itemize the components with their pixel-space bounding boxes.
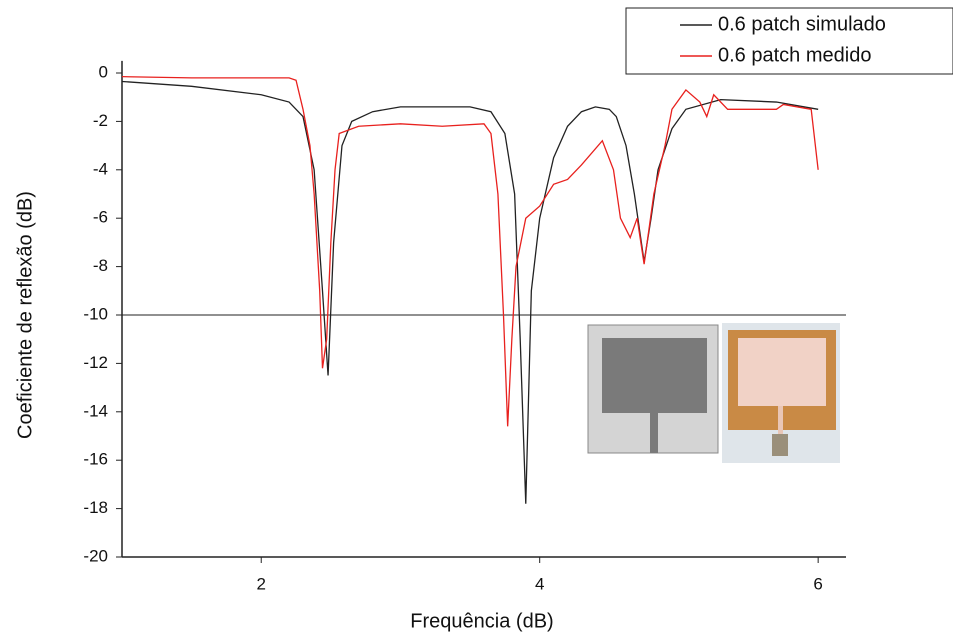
inset-feed (650, 413, 658, 453)
y-tick-label: -10 (83, 304, 108, 323)
y-tick-label: -2 (93, 111, 108, 130)
inset-connector (772, 434, 788, 456)
legend-box (625, 7, 953, 75)
x-tick-label: 2 (256, 574, 265, 593)
legend-label: 0.6 patch medido (718, 44, 871, 66)
inset-line (778, 406, 783, 436)
series-line (121, 75, 819, 427)
y-tick-label: -18 (83, 498, 108, 517)
inset-images (587, 323, 840, 463)
y-tick-label: -16 (83, 450, 108, 469)
x-axis-title: Frequência (dB) (410, 610, 553, 632)
y-tick-label: -14 (83, 401, 108, 420)
y-axis-title: Coeficiente de reflexão (dB) (14, 191, 36, 439)
y-tick-label: -20 (83, 546, 108, 565)
legend-label: 0.6 patch simulado (718, 13, 886, 35)
y-tick-label: -6 (93, 208, 108, 227)
y-tick-label: -4 (93, 159, 108, 178)
y-tick-label: -12 (83, 353, 108, 372)
y-tick-label: 0 (99, 62, 108, 81)
x-tick-label: 4 (535, 574, 544, 593)
inset-copper (738, 338, 826, 406)
y-tick-label: -8 (93, 256, 108, 275)
inset-patch (602, 338, 707, 413)
x-tick-label: 6 (813, 574, 822, 593)
